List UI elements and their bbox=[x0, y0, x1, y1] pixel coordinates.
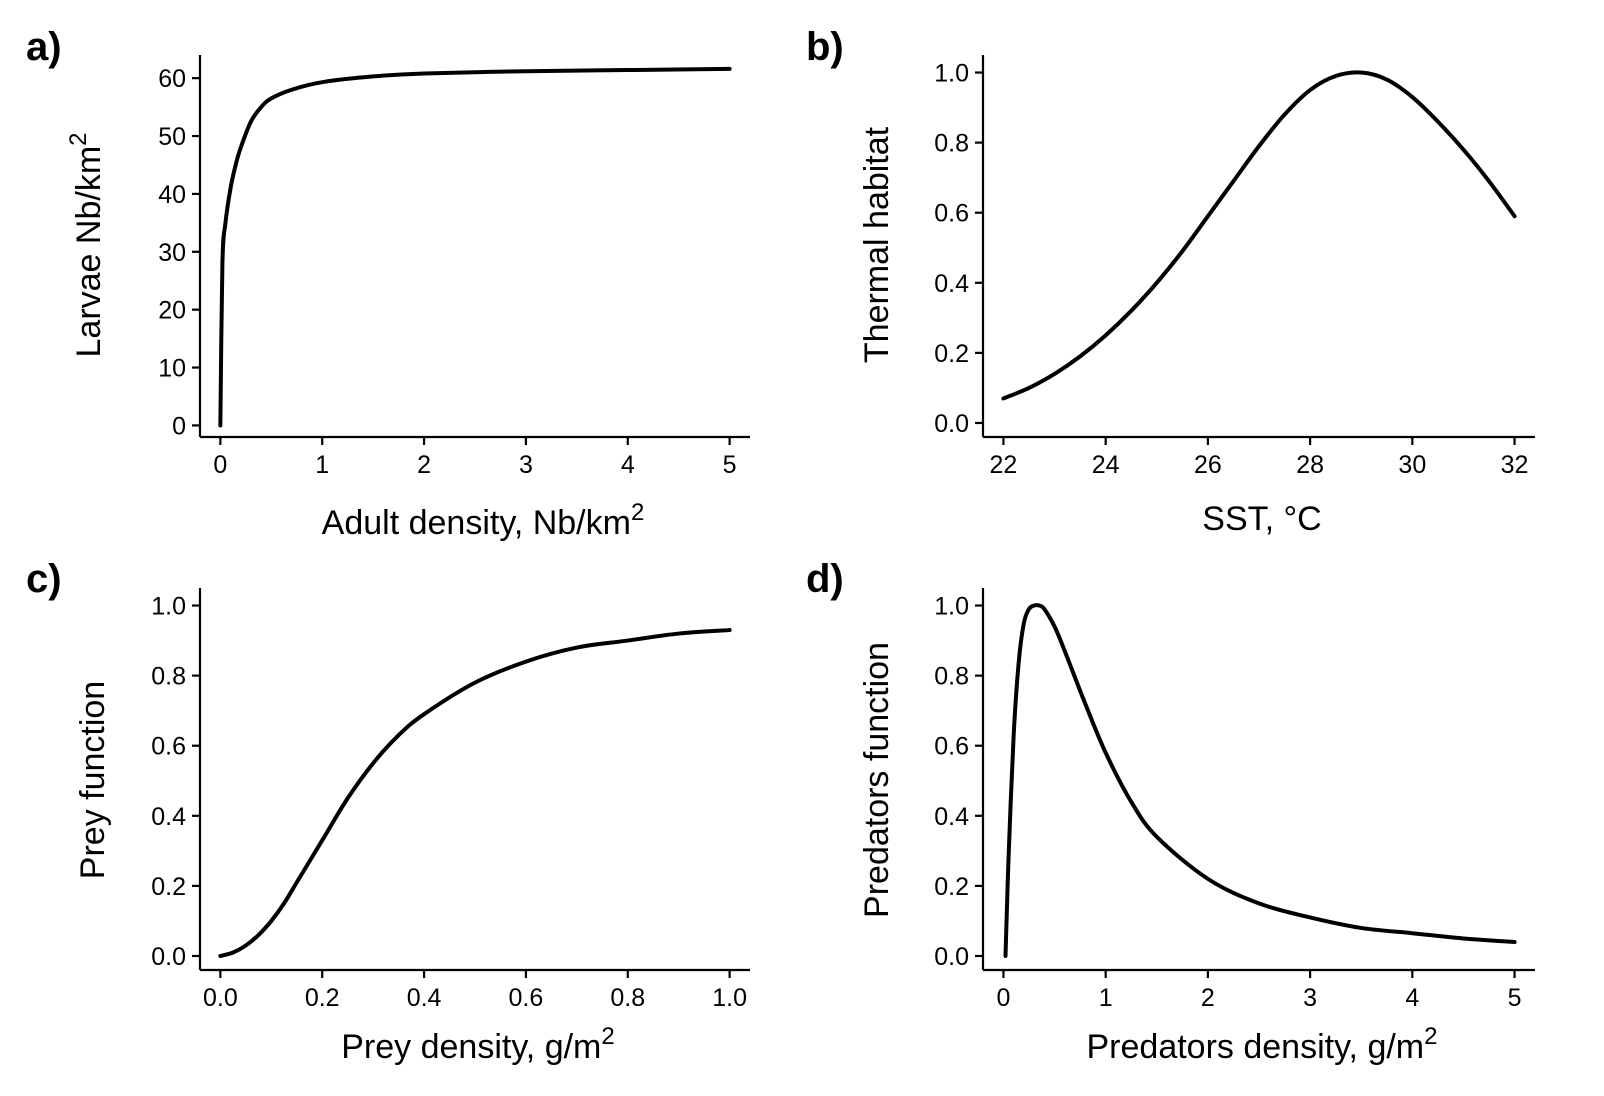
panel-d-x-tick-label: 2 bbox=[1201, 984, 1215, 1012]
panel-b-x-tick-label: 30 bbox=[1398, 451, 1426, 479]
panel-b-x-tick-label: 32 bbox=[1501, 451, 1529, 479]
panel-a: a) Adult density, Nb/km2 Larvae Nb/km2 bbox=[26, 25, 644, 542]
panel-d-xlabel-text: Predators density, g/m bbox=[1087, 1028, 1425, 1066]
panel-a-y-tick-label: 20 bbox=[158, 297, 186, 325]
panel-c-y-tick-label: 0.0 bbox=[151, 943, 186, 971]
panel-b-x-tick-label: 22 bbox=[990, 451, 1018, 479]
panel-d-x-tick-label: 5 bbox=[1508, 984, 1522, 1012]
panel-a-y-tick-label: 30 bbox=[158, 239, 186, 267]
panel-d-xlabel-sup: 2 bbox=[1424, 1023, 1437, 1050]
panel-c-x-tick-label: 0.2 bbox=[305, 984, 340, 1012]
panel-b-xlabel: SST, °C bbox=[1202, 500, 1321, 538]
panel-c-xlabel: Prey density, g/m2 bbox=[341, 1023, 615, 1066]
panel-d-y-tick-label: 0.4 bbox=[934, 803, 969, 831]
panel-c-x-tick-label: 0.4 bbox=[407, 984, 442, 1012]
panel-a-x-tick-label: 2 bbox=[417, 451, 431, 479]
panel-d-xlabel: Predators density, g/m2 bbox=[1087, 1023, 1438, 1066]
panel-letter-d: d) bbox=[806, 557, 844, 601]
panel-a-y-tick-label: 0 bbox=[172, 412, 186, 440]
panel-a-x-tick-label: 0 bbox=[213, 451, 227, 479]
panel-d-x-tick-label: 1 bbox=[1099, 984, 1113, 1012]
panel-b-ylabel: Thermal habitat bbox=[858, 126, 896, 363]
panel-d-y-tick-label: 1.0 bbox=[934, 593, 969, 621]
panel-b-x-tick-label: 24 bbox=[1092, 451, 1120, 479]
panel-c-series-line bbox=[218, 628, 732, 958]
panel-a-xlabel-sup: 2 bbox=[631, 499, 644, 526]
panel-b: b) SST, °C Thermal habitat bbox=[806, 25, 1322, 538]
panel-c-ylabel-text: Prey function bbox=[74, 681, 112, 879]
panel-d-series-line bbox=[1003, 603, 1517, 958]
panel-d-ylabel: Predators function bbox=[858, 642, 896, 918]
panel-a-xlabel: Adult density, Nb/km2 bbox=[322, 499, 645, 542]
panel-c-x-tick-label: 0.6 bbox=[509, 984, 544, 1012]
panel-a-x-tick-label: 3 bbox=[519, 451, 533, 479]
panel-b-y-tick-label: 1.0 bbox=[934, 60, 969, 88]
panel-b-x-tick-label: 28 bbox=[1296, 451, 1324, 479]
panel-c-xlabel-text: Prey density, g/m bbox=[341, 1028, 601, 1066]
plot-b: 22 24 26 28 30 32 0.0 0.2 0.4 0.6 0.8 1.0 bbox=[934, 55, 1535, 479]
panel-d-y-tick-label: 0.8 bbox=[934, 663, 969, 691]
panel-c-y-tick-label: 0.6 bbox=[151, 733, 186, 761]
panel-c-x-tick-label: 1.0 bbox=[712, 984, 747, 1012]
panel-c-ylabel: Prey function bbox=[74, 681, 112, 879]
panel-d-x-tick-label: 0 bbox=[996, 984, 1010, 1012]
panel-b-x-tick-label: 26 bbox=[1194, 451, 1222, 479]
panel-d: d) Predators density, g/m2 Predators fun… bbox=[806, 557, 1438, 1066]
panel-a-ylabel-sup: 2 bbox=[65, 133, 92, 146]
panel-b-y-tick-label: 0.6 bbox=[934, 200, 969, 228]
panel-b-xlabel-text: SST, °C bbox=[1202, 500, 1321, 538]
panel-c-x-tick-label: 0.8 bbox=[610, 984, 645, 1012]
panel-a-x-tick-label: 1 bbox=[315, 451, 329, 479]
panel-a-x-tick-label: 4 bbox=[621, 451, 635, 479]
panel-c-x-tick-label: 0.0 bbox=[203, 984, 238, 1012]
panel-a-x-tick-label: 5 bbox=[723, 451, 737, 479]
panel-d-ylabel-text: Predators function bbox=[858, 642, 896, 918]
panel-a-y-tick-label: 40 bbox=[158, 181, 186, 209]
panel-a-y-tick-label: 10 bbox=[158, 355, 186, 383]
panel-letter-b: b) bbox=[806, 25, 844, 69]
panel-b-y-tick-label: 0.4 bbox=[934, 270, 969, 298]
panel-d-x-tick-label: 4 bbox=[1405, 984, 1419, 1012]
panel-c-y-tick-label: 0.8 bbox=[151, 663, 186, 691]
panel-b-y-tick-label: 0.2 bbox=[934, 340, 969, 368]
panel-d-y-tick-label: 0.6 bbox=[934, 733, 969, 761]
panel-a-y-tick-label: 50 bbox=[158, 123, 186, 151]
panel-letter-c: c) bbox=[26, 557, 62, 601]
panel-d-y-tick-label: 0.2 bbox=[934, 873, 969, 901]
panel-a-series-line bbox=[218, 66, 732, 428]
panel-c-y-tick-label: 1.0 bbox=[151, 593, 186, 621]
panel-letter-a: a) bbox=[26, 25, 62, 69]
panel-b-y-tick-label: 0.0 bbox=[934, 410, 969, 438]
panel-a-y-tick-label: 60 bbox=[158, 65, 186, 93]
panel-c: c) Prey density, g/m2 Prey function bbox=[26, 557, 615, 1066]
plot-c: 0.0 0.2 0.4 0.6 0.8 1.0 0.0 0.2 0.4 0.6 0.8 1.0 bbox=[151, 588, 750, 1012]
panel-c-y-tick-label: 0.4 bbox=[151, 803, 186, 831]
panel-b-series-line bbox=[1001, 70, 1517, 401]
panel-b-y-tick-label: 0.8 bbox=[934, 130, 969, 158]
panel-c-xlabel-sup: 2 bbox=[601, 1023, 614, 1050]
plot-d: 0 1 2 3 4 5 0.0 0.2 0.4 0.6 0.8 1.0 bbox=[934, 588, 1535, 1012]
panel-d-y-tick-label: 0.0 bbox=[934, 943, 969, 971]
panel-a-ylabel-text: Larvae Nb/km bbox=[70, 146, 108, 358]
panel-c-y-tick-label: 0.2 bbox=[151, 873, 186, 901]
panel-b-ylabel-text: Thermal habitat bbox=[858, 126, 896, 363]
panel-a-xlabel-text: Adult density, Nb/km bbox=[322, 504, 631, 542]
panel-d-x-tick-label: 3 bbox=[1303, 984, 1317, 1012]
panel-a-ylabel: Larvae Nb/km2 bbox=[65, 133, 108, 358]
